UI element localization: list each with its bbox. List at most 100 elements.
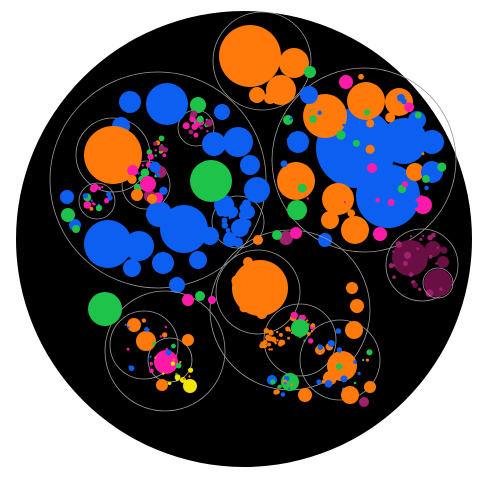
leaf-bubble-purple: [395, 241, 403, 248]
leaf-bubble-green: [190, 160, 232, 202]
leaf-bubble-blue: [381, 118, 427, 164]
leaf-bubble-orange: [219, 25, 281, 87]
leaf-bubble-green: [309, 109, 312, 112]
leaf-bubble-orange: [97, 145, 101, 148]
leaf-bubble-orange: [131, 189, 143, 201]
leaf-bubble-maroon: [440, 246, 448, 254]
leaf-bubble-blue: [82, 193, 89, 199]
leaf-bubble-magenta: [92, 202, 96, 206]
leaf-bubble-purple: [162, 147, 169, 153]
leaf-bubble-orange: [98, 138, 102, 142]
leaf-bubble-magenta: [161, 357, 167, 363]
leaf-bubble-green: [175, 362, 182, 369]
leaf-bubble-orange: [345, 321, 363, 339]
leaf-bubble-blue: [389, 184, 395, 189]
leaf-bubble-magenta: [373, 227, 387, 241]
leaf-bubble-orange: [127, 318, 141, 332]
leaf-bubble-orange: [352, 96, 355, 99]
leaf-bubble-blue: [189, 251, 207, 269]
leaf-bubble-green: [270, 379, 276, 385]
leaf-bubble-yellow: [167, 381, 172, 386]
leaf-bubble-orange: [108, 127, 111, 131]
leaf-bubble-blue: [249, 205, 253, 209]
leaf-bubble-green: [72, 225, 80, 233]
leaf-bubble-magenta: [290, 227, 302, 239]
leaf-bubble-orange: [310, 323, 316, 328]
leaf-bubble-blue: [397, 93, 405, 102]
leaf-bubble-purple: [402, 260, 409, 267]
leaf-bubble-orange: [350, 299, 364, 313]
leaf-bubble-magenta: [182, 294, 194, 306]
leaf-bubble-orange: [406, 163, 424, 181]
leaf-bubble-blue: [146, 83, 188, 125]
leaf-bubble-blue: [230, 201, 235, 206]
leaf-bubble-orange: [243, 257, 253, 267]
leaf-bubble-orange: [341, 386, 359, 404]
leaf-bubble-blue: [284, 382, 287, 385]
leaf-bubble-blue: [239, 203, 249, 214]
leaf-bubble-blue: [238, 210, 249, 221]
leaf-bubble-purple: [205, 119, 213, 127]
leaf-bubble-blue: [214, 104, 230, 120]
leaf-bubble-orange: [276, 330, 279, 334]
leaf-bubble-blue: [124, 323, 128, 327]
leaf-bubble-blue: [244, 177, 270, 203]
leaf-bubble-blue: [340, 375, 348, 383]
leaf-bubble-blue: [317, 110, 322, 115]
group-outline: [212, 11, 312, 111]
leaf-bubble-orange: [321, 379, 326, 384]
leaf-bubble-orange: [121, 144, 125, 148]
leaf-bubble-orange: [239, 303, 249, 313]
leaf-bubble-blue: [228, 216, 232, 220]
leaf-bubble-blue: [286, 137, 292, 142]
leaf-bubble-orange: [298, 388, 312, 402]
group-outline: [299, 319, 381, 401]
leaf-bubble-orange: [267, 342, 271, 347]
leaf-bubble-orange: [421, 152, 425, 156]
leaf-bubble-orange: [101, 170, 105, 175]
leaf-bubble-green: [277, 385, 280, 389]
leaf-bubble-purple: [419, 237, 423, 241]
leaf-bubble-magenta: [159, 335, 162, 338]
leaf-bubble-blue: [327, 339, 335, 348]
leaf-bubble-orange: [347, 82, 385, 120]
leaf-bubble-magenta: [208, 296, 216, 304]
leaf-bubble-orange: [127, 162, 130, 165]
leaf-bubble-orange: [310, 329, 314, 333]
leaf-bubble-orange: [182, 334, 194, 346]
leaf-bubble-magenta: [189, 115, 196, 123]
leaf-bubble-green: [272, 230, 282, 240]
leaf-bubble-purple: [427, 234, 433, 241]
leaf-bubble-blue: [146, 201, 172, 227]
group-outline: [271, 67, 457, 253]
leaf-bubble-blue: [411, 200, 419, 209]
leaf-bubble-blue: [318, 233, 332, 247]
group-outline: [422, 267, 454, 299]
leaf-bubble-magenta: [149, 368, 154, 374]
leaf-bubble-purple: [153, 141, 158, 146]
leaf-bubble-orange: [278, 176, 284, 182]
leaf-bubble-magenta: [182, 122, 190, 130]
leaf-bubble-orange: [89, 206, 94, 211]
leaf-bubble-green: [175, 372, 178, 376]
leaf-bubble-orange: [124, 152, 129, 157]
leaf-bubble-purple: [409, 235, 413, 238]
leaf-bubble-blue: [137, 172, 140, 175]
leaf-bubble-orange: [120, 140, 123, 143]
leaf-bubble-purple: [435, 262, 438, 265]
leaf-bubble-orange: [119, 128, 122, 131]
leaf-bubble-blue: [106, 191, 112, 197]
leaf-bubble-purple: [199, 126, 204, 130]
leaf-bubble-blue: [123, 259, 141, 277]
leaf-bubble-blue: [242, 219, 252, 229]
leaf-bubble-blue: [240, 155, 260, 175]
leaf-bubble-blue: [335, 328, 342, 334]
leaf-bubble-green: [336, 130, 346, 140]
leaf-bubble-blue: [221, 217, 228, 224]
leaf-bubble-green: [361, 358, 365, 362]
leaf-bubble-blue: [149, 161, 161, 173]
leaf-bubble-blue: [201, 227, 219, 245]
leaf-bubble-orange: [99, 162, 102, 165]
leaf-bubble-yellow: [187, 367, 194, 373]
group-outline: [263, 303, 337, 377]
